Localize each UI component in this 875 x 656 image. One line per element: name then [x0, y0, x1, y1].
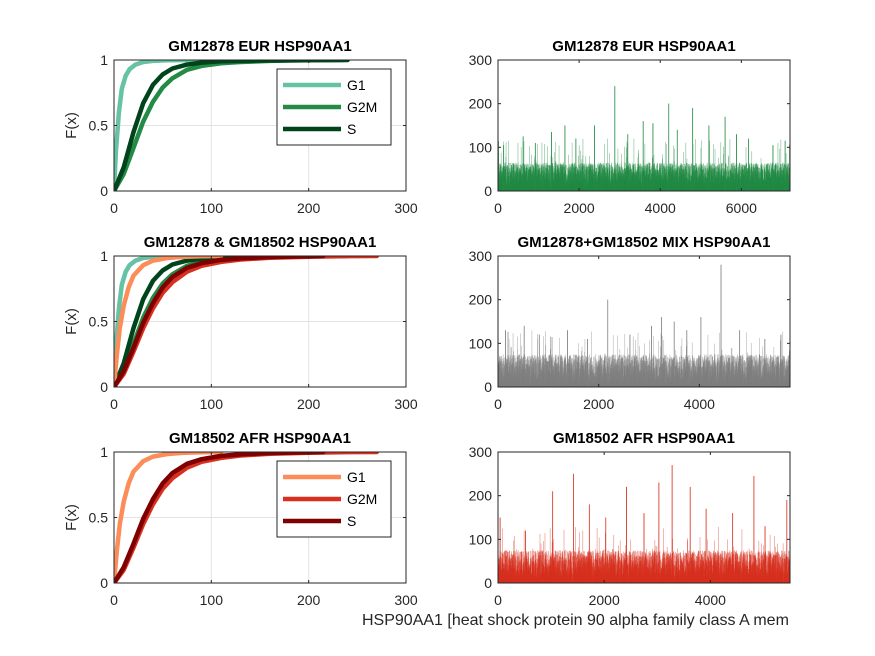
x-tick-label: 0: [110, 200, 118, 216]
y-tick-label: 0.5: [89, 314, 109, 330]
cdf-line-3: [114, 256, 224, 387]
x-tick-label: 2000: [589, 592, 620, 608]
x-tick-label: 0: [494, 592, 502, 608]
y-tick-label: 0: [100, 183, 108, 199]
chart-title: GM18502 AFR HSP90AA1: [553, 430, 735, 447]
x-tick-label: 2000: [564, 200, 595, 216]
plot-marks: [114, 256, 380, 387]
y-axis-label: F(x): [63, 112, 80, 139]
y-tick-label: 0: [484, 379, 492, 395]
cdf-line-s: [114, 60, 350, 191]
plot-marks: [498, 264, 790, 387]
x-tick-label: 4000: [684, 396, 715, 412]
chart-title: GM12878+GM18502 MIX HSP90AA1: [517, 234, 770, 251]
y-tick-label: 0.5: [89, 118, 109, 134]
chart-cdf-afr: 0 100 200 300 0 0.5 1 GM18502 AFR HSP90AA1 F(x) G…: [63, 430, 418, 608]
y-axis-label: F(x): [63, 504, 80, 531]
y-tick-label: 300: [469, 52, 493, 68]
cdf-line-g1: [114, 452, 224, 583]
y-tick-label: 1: [100, 248, 108, 264]
chart-title: GM18502 AFR HSP90AA1: [169, 430, 351, 447]
y-tick-label: 1: [100, 52, 108, 68]
chart-title: GM12878 EUR HSP90AA1: [552, 38, 735, 55]
y-tick-label: 0: [100, 379, 108, 395]
legend: G1 G2M S: [276, 68, 392, 146]
x-tick-label: 0: [494, 200, 502, 216]
y-tick-label: 300: [469, 444, 493, 460]
x-tick-label: 2000: [583, 396, 614, 412]
x-tick-label: 200: [297, 592, 321, 608]
x-tick-label: 0: [494, 396, 502, 412]
legend-label-g2m: G2M: [347, 99, 377, 115]
x-tick-label: 100: [200, 592, 224, 608]
legend-label-s: S: [347, 121, 356, 137]
y-tick-label: 300: [469, 248, 493, 264]
legend-label-g2m: G2M: [347, 491, 377, 507]
cdf-line-s: [114, 452, 326, 583]
chart-counts-mix: 0 2000 4000 0 100 200 300 GM12878+GM18502 MIX H…: [469, 234, 791, 412]
y-tick-label: 200: [469, 292, 493, 308]
y-axis-label: F(x): [63, 308, 80, 335]
y-tick-label: 100: [469, 139, 493, 155]
x-axis-footer-label: HSP90AA1 [heat shock protein 90 alpha fa…: [362, 612, 789, 629]
chart-counts-afr: 0 2000 4000 0 100 200 300 GM18502 AFR HSP90AA1: [469, 430, 791, 608]
axes-frame: [497, 59, 791, 192]
chart-counts-eur: 0 2000 4000 6000 0 100 200 300 GM12878 EUR HSP90…: [469, 38, 791, 216]
y-tick-label: 100: [469, 531, 493, 547]
x-tick-label: 4000: [645, 200, 676, 216]
x-tick-label: 200: [297, 396, 321, 412]
axes-frame: [497, 255, 791, 388]
x-tick-label: 0: [110, 396, 118, 412]
legend-label-g1: G1: [347, 77, 366, 93]
chart-cdf-mix: 0 100 200 300 0 0.5 1 GM12878 & GM18502 HSP90AA…: [63, 234, 418, 412]
chart-title: GM12878 & GM18502 HSP90AA1: [144, 234, 377, 251]
y-tick-label: 200: [469, 488, 493, 504]
x-tick-label: 6000: [726, 200, 757, 216]
x-tick-label: 200: [297, 200, 321, 216]
axes-frame: [497, 451, 791, 584]
y-tick-label: 1: [100, 444, 108, 460]
legend: G1 G2M S: [276, 460, 392, 538]
y-tick-label: 100: [469, 335, 493, 351]
y-tick-label: 0: [484, 575, 492, 591]
x-tick-label: 0: [110, 592, 118, 608]
chart-title: GM12878 EUR HSP90AA1: [168, 38, 351, 55]
plot-marks: [114, 452, 380, 583]
y-tick-label: 200: [469, 96, 493, 112]
plot-marks: [498, 86, 790, 191]
legend-label-s: S: [347, 513, 356, 529]
x-tick-label: 100: [200, 200, 224, 216]
x-tick-label: 300: [394, 396, 418, 412]
legend-label-g1: G1: [347, 469, 366, 485]
x-tick-label: 100: [200, 396, 224, 412]
cdf-line-5: [114, 256, 326, 387]
x-tick-label: 4000: [695, 592, 726, 608]
y-tick-label: 0: [100, 575, 108, 591]
chart-cdf-eur: 0 100 200 300 0 0.5 1 GM12878 EUR HSP90AA1 F(x) G…: [63, 38, 418, 216]
y-tick-label: 0: [484, 183, 492, 199]
plot-marks: [498, 465, 790, 583]
y-tick-label: 0.5: [89, 510, 109, 526]
x-tick-label: 300: [394, 200, 418, 216]
x-tick-label: 300: [394, 592, 418, 608]
